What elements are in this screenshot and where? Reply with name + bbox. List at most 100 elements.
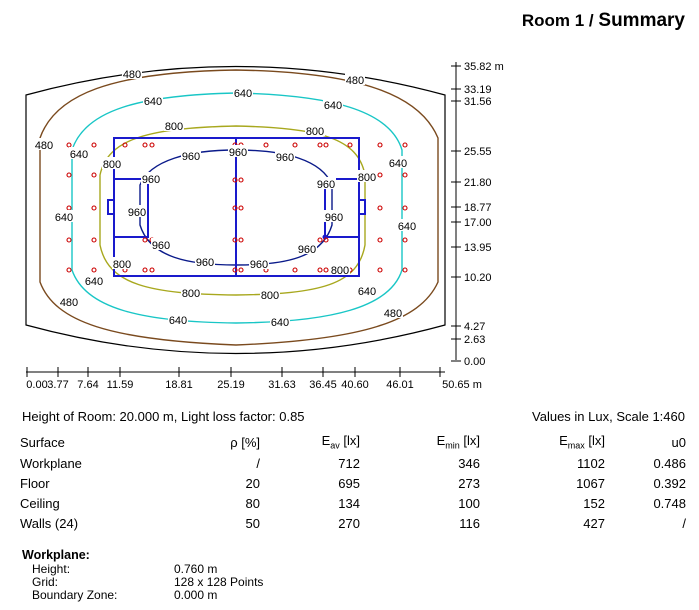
table-row: Ceiling 80 134 100 152 0.748 (20, 495, 686, 511)
isoline-label-bg (141, 172, 161, 184)
isoline-label: 960 (229, 147, 247, 159)
isoline-960 (139, 149, 333, 266)
isoline-label: 800 (306, 126, 324, 138)
isoline-label: 800 (113, 259, 131, 271)
x-axis-ticks: 0.00 3.77 7.64 11.59 18.81 25.19 31.63 36.45 40.… (26, 367, 482, 391)
x-axis-tick-label: 25.19 (217, 379, 245, 391)
luminaire-marker (91, 237, 97, 243)
isoline-label: 960 (152, 240, 170, 252)
luminaire-marker (91, 142, 97, 148)
isoline-label-bg (195, 255, 215, 267)
y-axis-tick-label: 21.80 (464, 177, 492, 189)
isoline-label-bg (112, 257, 132, 269)
scale-info: Values in Lux, Scale 1:460 (532, 409, 685, 424)
luminaire-marker (377, 142, 383, 148)
isoline-640 (71, 92, 403, 324)
table-row: Floor 20 695 273 1067 0.392 (20, 475, 686, 491)
isoline-label-bg (127, 205, 147, 217)
page-title: Room 1 / Summary (522, 10, 685, 32)
isoline-label-bg (164, 119, 184, 131)
isoline-label: 960 (276, 152, 294, 164)
x-axis-tick-label: 7.64 (77, 379, 98, 391)
isoline-label-bg (388, 156, 408, 168)
surface-table: Surface ρ [%] Eav [lx] Emin [lx] Emax [l… (20, 431, 686, 533)
isoline-label-bg (84, 274, 104, 286)
isoline-label: 800 (358, 172, 376, 184)
x-axis-tick-label: 36.45 (309, 379, 337, 391)
y-axis-tick-label: 33.19 (464, 84, 492, 96)
isoline-label-bg (275, 150, 295, 162)
isoline-label: 640 (358, 286, 376, 298)
y-axis-tick-label: 18.77 (464, 202, 492, 214)
workplane-row: Boundary Zone: 0.000 m (32, 588, 218, 602)
y-axis-tick-label: 2.63 (464, 334, 485, 346)
isoline-label: 640 (55, 212, 73, 224)
luminaire-marker (142, 267, 148, 273)
workplane-title: Workplane: (22, 548, 90, 562)
luminaire-marker (323, 267, 329, 273)
luminaire-marker (323, 142, 329, 148)
isoline-label: 960 (317, 179, 335, 191)
luminaire-marker (142, 237, 148, 243)
luminaire-marker (402, 172, 408, 178)
isoline-label-bg (249, 257, 269, 269)
isoline-label: 640 (324, 100, 342, 112)
isoline-label-bg (34, 138, 54, 150)
luminaire-marker (317, 267, 323, 273)
isoline-label-bg (102, 157, 122, 169)
isoline-label: 640 (144, 96, 162, 108)
isoline-label-bg (54, 210, 74, 222)
y-axis-tick-label: 0.00 (464, 356, 485, 368)
luminaire-marker (377, 267, 383, 273)
isoline-label-bg (69, 147, 89, 159)
col-emin: Emin [lx] (436, 433, 480, 451)
isoline-label-bg (143, 94, 163, 106)
luminaire-marker (238, 237, 244, 243)
luminaire-marker (317, 142, 323, 148)
court-lines (107, 137, 366, 277)
luminaire-marker (91, 172, 97, 178)
col-u0: u0 (671, 434, 686, 450)
isoline-label-bg (305, 124, 325, 136)
luminaire-marker (377, 237, 383, 243)
isoline-label-bg (122, 67, 142, 79)
y-axis-tick-label: 10.20 (464, 272, 492, 284)
table-row: Walls (24) 50 270 116 427 / (20, 515, 686, 531)
isoline-label: 960 (182, 151, 200, 163)
isoline-label: 960 (298, 244, 316, 256)
luminaire-marker (122, 142, 128, 148)
luminaire-marker (323, 237, 329, 243)
luminaire-marker (238, 205, 244, 211)
isoline-label: 800 (261, 290, 279, 302)
col-emax: Emax [lx] (559, 433, 605, 451)
luminaire-marker (402, 237, 408, 243)
y-axis-tick-label: 4.27 (464, 321, 485, 333)
isoline-label: 480 (384, 308, 402, 320)
isoline-label: 960 (196, 257, 214, 269)
isoline-label: 800 (103, 159, 121, 171)
isoline-label: 640 (271, 317, 289, 329)
isolux-plan: 480 480 480 480 480 640 640 640 640 640 640 640 640… (25, 61, 504, 391)
luminaire-marker (91, 205, 97, 211)
isoline-label-bg (260, 288, 280, 300)
luminaire-marker (292, 142, 298, 148)
isoline-label-bg (357, 170, 377, 182)
isoline-480 (39, 69, 439, 346)
luminaire-marker (347, 142, 353, 148)
x-axis-tick-label: 40.60 (341, 379, 369, 391)
isoline-label: 480 (123, 69, 141, 81)
isoline-label: 640 (389, 158, 407, 170)
luminaire-marker (263, 142, 269, 148)
isoline-label-bg (357, 284, 377, 296)
luminaire-marker (91, 267, 97, 273)
isoline-label-bg (297, 242, 317, 254)
room-info: Height of Room: 20.000 m, Light loss fac… (22, 409, 305, 424)
isoline-label: 960 (250, 259, 268, 271)
isoline-label-bg (323, 98, 343, 110)
title-prefix: Room 1 / (521, 11, 599, 30)
luminaire-marker (232, 177, 238, 183)
isoline-label: 640 (234, 88, 252, 100)
luminaire-marker (377, 205, 383, 211)
isoline-label: 480 (35, 140, 53, 152)
